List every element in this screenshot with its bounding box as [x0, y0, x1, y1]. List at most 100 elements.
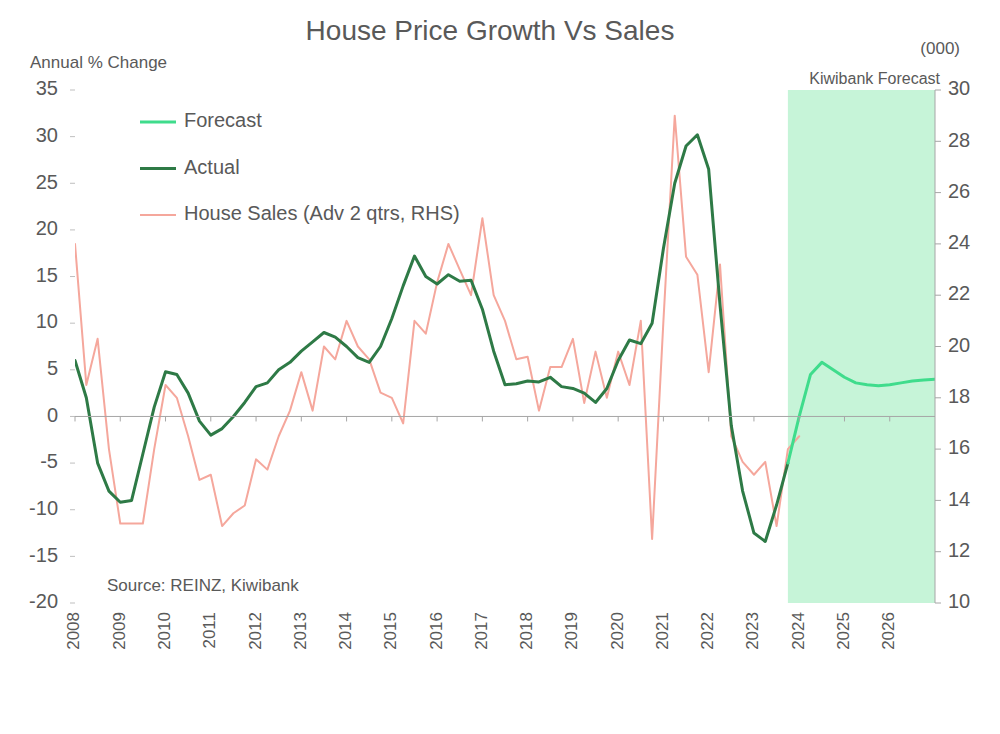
y2-tick-label: 28	[948, 129, 970, 151]
y-tick-label: 0	[47, 404, 58, 426]
legend-swatch	[140, 167, 176, 170]
y2-tick-label: 16	[948, 436, 970, 458]
y-axis-label: Annual % Change	[30, 53, 167, 72]
x-tick-label: 2017	[472, 612, 491, 650]
y2-tick-label: 24	[948, 231, 970, 253]
x-tick	[301, 416, 302, 421]
y2-tick	[935, 243, 941, 244]
y2-tick-label: 20	[948, 334, 970, 356]
x-tick	[844, 416, 845, 421]
x-tick-label: 2022	[698, 612, 717, 650]
x-tick	[120, 416, 121, 421]
y2-tick-label: 10	[948, 590, 970, 612]
x-tick-label: 2025	[834, 612, 853, 650]
source: Source: REINZ, Kiwibank	[107, 576, 299, 595]
y-tick-label: 10	[36, 310, 58, 332]
x-tick-label: 2013	[291, 612, 310, 650]
x-tick-label: 2023	[743, 612, 762, 650]
x-tick	[482, 416, 483, 421]
y2-tick-label: 12	[948, 539, 970, 561]
x-tick	[753, 416, 754, 421]
x-tick-label: 2016	[427, 612, 446, 650]
y2-tick	[935, 551, 941, 552]
x-tick-label: 2010	[155, 612, 174, 650]
y2-axis-label: (000)	[920, 39, 960, 58]
y2-tick-label: 14	[948, 488, 970, 510]
y-tick-label: 20	[36, 217, 58, 239]
y-tick	[70, 90, 75, 91]
chart: House Price Growth Vs Sales Annual % Chan…	[0, 0, 1000, 734]
y-tick-label: 15	[36, 264, 58, 286]
y-tick-label: 30	[36, 124, 58, 146]
x-tick-label: 2012	[246, 612, 265, 650]
plot-area	[75, 90, 935, 603]
y2-tick	[935, 397, 941, 398]
y-tick-label: 25	[36, 171, 58, 193]
x-tick-label: 2024	[789, 612, 808, 650]
y-tick	[70, 229, 75, 230]
title: House Price Growth Vs Sales	[306, 15, 675, 46]
y-tick-label: -20	[29, 590, 58, 612]
y2-tick	[935, 449, 941, 450]
x-tick	[391, 416, 392, 421]
y2-tick	[935, 295, 941, 296]
y2-tick	[935, 500, 941, 501]
x-tick	[437, 416, 438, 421]
x-tick	[346, 416, 347, 421]
y-tick	[70, 463, 75, 464]
x-tick	[210, 416, 211, 421]
series-line	[75, 116, 799, 539]
y2-tick	[935, 141, 941, 142]
legend-swatch	[140, 214, 176, 216]
y-tick	[70, 509, 75, 510]
x-tick	[663, 416, 664, 421]
x-tick-label: 2018	[517, 612, 536, 650]
y-tick	[70, 323, 75, 324]
y2-tick-label: 26	[948, 180, 970, 202]
x-tick-label: 2020	[608, 612, 627, 650]
legend-label: House Sales (Adv 2 qtrs, RHS)	[184, 202, 460, 224]
x-tick-label: 2011	[200, 612, 219, 649]
y2-tick	[935, 603, 941, 604]
x-tick-label: 2021	[653, 612, 672, 650]
y-tick	[70, 416, 75, 417]
y-tick-label: -10	[29, 497, 58, 519]
legend-label: Forecast	[184, 109, 262, 131]
y-tick	[70, 276, 75, 277]
y2-tick-label: 22	[948, 282, 970, 304]
y-tick-label: -15	[29, 544, 58, 566]
x-tick	[799, 416, 800, 421]
x-tick-label: 2009	[110, 612, 129, 650]
x-tick	[708, 416, 709, 421]
x-tick	[618, 416, 619, 421]
x-tick	[527, 416, 528, 421]
y2-tick	[935, 90, 941, 91]
x-tick-label: 2008	[64, 612, 83, 650]
legend-label: Actual	[184, 156, 240, 178]
x-tick	[165, 416, 166, 421]
x-tick-label: 2015	[381, 612, 400, 650]
y-tick	[70, 183, 75, 184]
x-axis-line	[75, 416, 935, 417]
y-tick	[70, 369, 75, 370]
x-tick	[256, 416, 257, 421]
y2-tick-label: 18	[948, 385, 970, 407]
y-tick-label: 35	[36, 77, 58, 99]
x-tick-label: 2014	[336, 612, 355, 650]
y-tick	[70, 136, 75, 137]
series-line	[788, 362, 935, 463]
y2-tick-label: 30	[948, 77, 970, 99]
region-label: Kiwibank Forecast	[809, 70, 940, 87]
x-tick-label: 2026	[879, 612, 898, 650]
y-tick-label: -5	[40, 450, 58, 472]
y-tick	[70, 556, 75, 557]
x-tick	[889, 416, 890, 421]
legend: Forecast Actual House Sales (Adv 2 qtrs, R…	[140, 109, 460, 224]
x-tick-label: 2019	[562, 612, 581, 650]
y2-tick	[935, 346, 941, 347]
series-line	[75, 135, 788, 542]
x-tick	[75, 416, 76, 421]
y-tick	[70, 603, 75, 604]
forecast-region	[788, 90, 935, 603]
y-tick-label: 5	[47, 357, 58, 379]
